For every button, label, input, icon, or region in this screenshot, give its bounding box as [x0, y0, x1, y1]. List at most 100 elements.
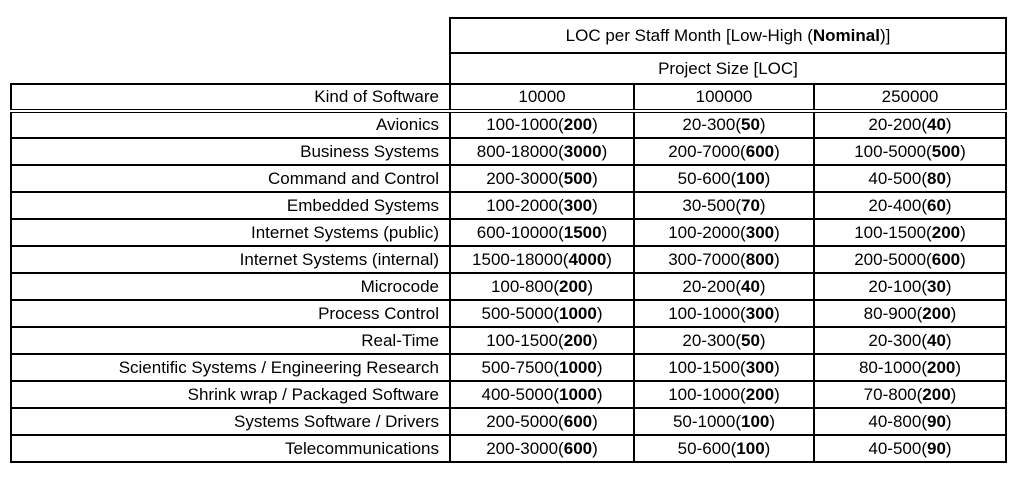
value-cell: 50-600(100) [633, 164, 815, 193]
value-cell: 20-100(30) [813, 272, 1007, 301]
value-cell: 200-7000(600) [633, 137, 815, 166]
value-cell: 100-1500(200) [449, 326, 635, 355]
value-cell: 80-900(200) [813, 299, 1007, 328]
value-cell: 100-800(200) [449, 272, 635, 301]
cell-nominal: 1500 [563, 222, 602, 242]
kind-cell: Shrink wrap / Packaged Software [10, 380, 451, 409]
column-header-row: Kind of Software 10000 100000 250000 [10, 83, 1007, 113]
subtitle-row: Project Size [LOC] [11, 52, 1007, 85]
cell-range: 100-5000( [854, 141, 932, 161]
value-cell: 20-300(40) [813, 326, 1007, 355]
cell-range: 70-800( [863, 384, 923, 404]
value-cell: 100-1000(200) [633, 380, 815, 409]
cell-nominal: 4000 [568, 249, 607, 269]
cell-close: ) [592, 195, 598, 215]
cell-nominal: 50 [741, 330, 760, 350]
kind-cell: Avionics [10, 110, 451, 139]
value-cell: 400-5000(1000) [449, 380, 635, 409]
value-cell: 500-7500(1000) [449, 353, 635, 382]
cell-close: ) [601, 222, 608, 242]
title-bold: Nominal [812, 25, 880, 45]
cell-close: ) [945, 330, 952, 350]
value-cell: 1500-18000(4000) [449, 245, 635, 274]
cell-close: ) [764, 168, 771, 188]
cell-nominal: 40 [927, 330, 946, 350]
cell-range: 600-10000( [476, 222, 564, 242]
cell-close: ) [592, 438, 598, 458]
blank-corner-cell [11, 53, 450, 84]
cell-close: ) [945, 195, 952, 215]
size-column-header-100000: 100000 [633, 83, 815, 113]
value-cell: 600-10000(1500) [449, 218, 635, 247]
cell-range: 20-100( [868, 276, 927, 296]
value-cell: 20-400(60) [813, 191, 1007, 220]
cell-range: 100-2000( [486, 195, 564, 215]
title-prefix: LOC per Staff Month [Low-High ( [565, 25, 813, 45]
cell-range: 500-5000( [481, 303, 559, 323]
table-row: Command and Control 200-3000(500) 50-600… [10, 164, 1007, 193]
cell-close: ) [950, 303, 957, 323]
value-cell: 800-18000(3000) [449, 137, 635, 166]
value-cell: 100-1000(300) [633, 299, 815, 328]
cell-range: 50-1000( [672, 411, 741, 431]
value-cell: 50-1000(100) [633, 407, 815, 436]
cell-close: ) [592, 168, 598, 188]
cell-nominal: 300 [745, 303, 775, 323]
cell-close: ) [950, 384, 957, 404]
kind-cell: Embedded Systems [10, 191, 451, 220]
kind-cell: Scientific Systems / Engineering Researc… [10, 353, 451, 382]
cell-close: ) [945, 411, 952, 431]
cell-close: ) [960, 141, 966, 161]
table-row: Microcode 100-800(200) 20-200(40) 20-100… [10, 272, 1007, 301]
cell-range: 20-300( [682, 330, 741, 350]
cell-range: 100-1000( [668, 384, 746, 404]
value-cell: 20-300(50) [633, 326, 815, 355]
cell-close: ) [960, 249, 966, 269]
table-row: Avionics 100-1000(200) 20-300(50) 20-200… [10, 110, 1007, 139]
cell-nominal: 40 [741, 276, 760, 296]
value-cell: 100-1000(200) [449, 110, 635, 139]
cell-range: 100-1000( [668, 303, 746, 323]
cell-range: 30-500( [682, 195, 741, 215]
cell-nominal: 1000 [559, 303, 597, 323]
cell-close: ) [774, 357, 780, 377]
cell-nominal: 200 [922, 384, 951, 404]
cell-close: ) [774, 249, 780, 269]
value-cell: 100-2000(300) [449, 191, 635, 220]
cell-range: 1500-18000( [472, 249, 569, 269]
cell-nominal: 600 [563, 438, 593, 458]
kind-cell: Internet Systems (internal) [10, 245, 451, 274]
cell-nominal: 500 [563, 168, 593, 188]
cell-range: 400-5000( [481, 384, 559, 404]
cell-range: 50-600( [677, 168, 737, 188]
cell-close: ) [945, 438, 952, 458]
value-cell: 70-800(200) [813, 380, 1007, 409]
cell-range: 20-300( [868, 330, 927, 350]
cell-close: ) [759, 276, 766, 296]
cell-close: ) [774, 141, 780, 161]
table-row: Systems Software / Drivers 200-5000(600)… [10, 407, 1007, 436]
value-cell: 20-200(40) [813, 110, 1007, 139]
cell-range: 300-7000( [668, 249, 746, 269]
value-cell: 100-2000(300) [633, 218, 815, 247]
cell-range: 100-2000( [668, 222, 746, 242]
loc-table: LOC per Staff Month [Low-High (Nominal)]… [10, 17, 1007, 463]
size-column-header-10000: 10000 [449, 83, 635, 113]
table-title: LOC per Staff Month [Low-High (Nominal)] [449, 17, 1007, 54]
cell-close: ) [945, 276, 952, 296]
table-row: Telecommunications 200-3000(600) 50-600(… [10, 434, 1007, 463]
cell-nominal: 300 [745, 222, 775, 242]
value-cell: 20-200(40) [633, 272, 815, 301]
cell-range: 800-18000( [476, 141, 564, 161]
kind-cell: Process Control [10, 299, 451, 328]
cell-close: ) [596, 303, 603, 323]
kind-cell: Telecommunications [10, 434, 451, 463]
size-column-header-250000: 250000 [813, 83, 1007, 113]
cell-nominal: 200 [559, 276, 588, 296]
cell-range: 40-800( [868, 411, 927, 431]
cell-close: ) [945, 168, 952, 188]
blank-corner-cell [11, 18, 450, 53]
cell-nominal: 1000 [559, 357, 597, 377]
value-cell: 100-1500(200) [813, 218, 1007, 247]
value-cell: 300-7000(800) [633, 245, 815, 274]
